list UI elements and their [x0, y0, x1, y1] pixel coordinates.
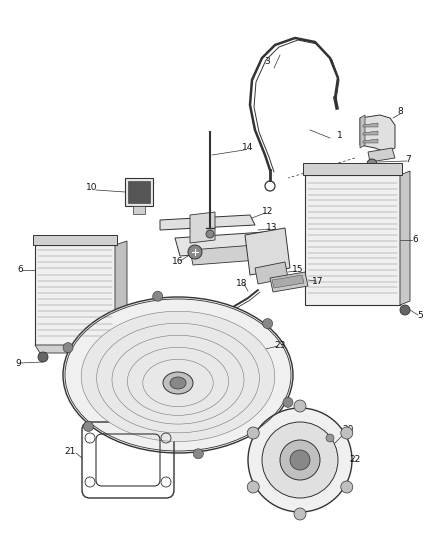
Polygon shape	[33, 235, 117, 245]
Text: 6: 6	[17, 265, 23, 274]
Ellipse shape	[81, 311, 275, 441]
Polygon shape	[190, 245, 258, 265]
Circle shape	[290, 450, 310, 470]
Polygon shape	[400, 171, 410, 305]
Ellipse shape	[127, 348, 229, 415]
Polygon shape	[272, 275, 304, 288]
Circle shape	[341, 481, 353, 493]
Polygon shape	[305, 175, 400, 305]
Text: 6: 6	[412, 236, 418, 245]
Text: 12: 12	[262, 207, 274, 216]
Polygon shape	[35, 345, 120, 353]
Ellipse shape	[163, 372, 193, 394]
Circle shape	[280, 440, 320, 480]
Circle shape	[294, 508, 306, 520]
Circle shape	[38, 352, 48, 362]
Ellipse shape	[170, 377, 186, 389]
Circle shape	[367, 159, 377, 169]
Text: 3: 3	[264, 58, 270, 67]
Text: 8: 8	[397, 108, 403, 117]
Ellipse shape	[63, 297, 293, 453]
Polygon shape	[175, 232, 270, 256]
Circle shape	[262, 422, 338, 498]
Polygon shape	[190, 212, 215, 243]
Polygon shape	[360, 115, 365, 148]
Polygon shape	[133, 206, 145, 214]
Ellipse shape	[97, 324, 259, 433]
Polygon shape	[255, 262, 288, 284]
Ellipse shape	[112, 335, 244, 424]
Text: 21: 21	[64, 448, 76, 456]
Polygon shape	[115, 241, 127, 345]
Circle shape	[248, 408, 352, 512]
Circle shape	[83, 422, 93, 431]
Text: 1: 1	[337, 132, 343, 141]
Text: 23: 23	[274, 341, 286, 350]
Circle shape	[188, 245, 202, 259]
Polygon shape	[35, 245, 115, 345]
Text: 9: 9	[15, 359, 21, 367]
Polygon shape	[363, 139, 378, 143]
Polygon shape	[303, 163, 402, 175]
Circle shape	[400, 305, 410, 315]
Circle shape	[247, 481, 259, 493]
Circle shape	[283, 398, 293, 407]
Polygon shape	[363, 131, 378, 135]
Text: 15: 15	[292, 265, 304, 274]
Circle shape	[63, 343, 73, 353]
Circle shape	[263, 319, 272, 328]
Circle shape	[247, 427, 259, 439]
Polygon shape	[128, 181, 150, 203]
Circle shape	[206, 230, 214, 238]
Polygon shape	[270, 272, 308, 292]
Text: 10: 10	[86, 183, 98, 192]
Polygon shape	[125, 178, 153, 206]
Polygon shape	[245, 228, 290, 275]
Circle shape	[326, 434, 334, 442]
Text: 20: 20	[343, 425, 354, 434]
Text: 14: 14	[242, 143, 254, 152]
Circle shape	[341, 427, 353, 439]
Circle shape	[294, 400, 306, 412]
Text: 5: 5	[417, 311, 423, 319]
Text: 18: 18	[236, 279, 248, 287]
Polygon shape	[160, 215, 255, 230]
Polygon shape	[368, 148, 395, 162]
Text: 16: 16	[172, 257, 184, 266]
Text: 22: 22	[350, 456, 360, 464]
Text: 13: 13	[266, 223, 278, 232]
Text: 17: 17	[312, 278, 324, 287]
Text: 7: 7	[405, 156, 411, 165]
Polygon shape	[360, 115, 395, 152]
Ellipse shape	[143, 359, 213, 407]
Circle shape	[193, 449, 203, 459]
Circle shape	[153, 291, 162, 301]
Polygon shape	[363, 123, 378, 127]
